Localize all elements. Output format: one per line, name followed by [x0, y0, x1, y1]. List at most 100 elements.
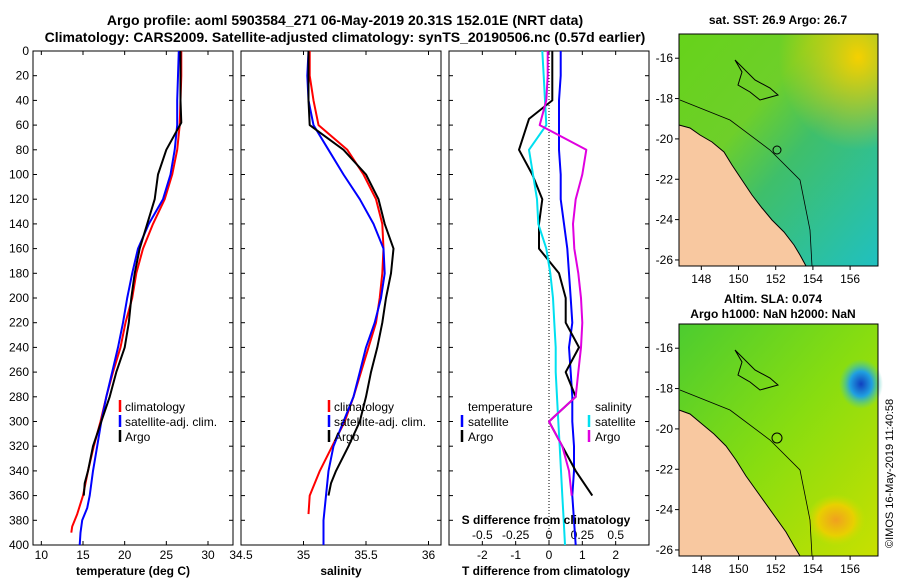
temperature-series [70, 50, 183, 546]
depth-tick-label: 140 [9, 217, 29, 231]
sla-reef-outline [734, 349, 780, 391]
map-lat-label: -16 [656, 341, 674, 355]
x-tick-label: 1 [579, 548, 586, 562]
salinity-xlabel: salinity [320, 564, 362, 578]
salinity-legend-satellite: satellite-adj. clim. [334, 415, 426, 429]
sst-argo-position [772, 145, 782, 155]
map-lon-label: 156 [840, 272, 860, 286]
depth-tick-label: 300 [9, 415, 29, 429]
x-tick-label: 25 [160, 548, 174, 562]
salinity-series [306, 50, 395, 545]
legend-s-argo: Argo [595, 430, 621, 444]
x-tick-label: -2 [477, 548, 488, 562]
legend-t-satellite: satellite [468, 415, 509, 429]
salinity-legend: climatology satellite-adj. clim. Argo [327, 400, 426, 444]
salinity-legend-climatology: climatology [334, 400, 394, 414]
sst-reef-outline [734, 59, 780, 101]
map-lon-label: 152 [766, 272, 786, 286]
x-tick-label: 36 [422, 548, 436, 562]
salinity-x-axis: 34.5 35 35.5 36 [229, 51, 435, 562]
map-lat-label: -18 [656, 382, 674, 396]
difference-legend: temperature satellite Argo salinity sate… [460, 400, 636, 444]
s-diff-tick-label: -0.5 [472, 528, 493, 542]
figure-title-line2: Climatology: CARS2009. Satellite-adjuste… [45, 29, 646, 45]
s-diff-tick-label: 0.5 [607, 528, 624, 542]
x-tick-label: 2 [612, 548, 619, 562]
temperature-legend: climatology satellite-adj. clim. Argo [118, 400, 217, 444]
sst-map-title: sat. SST: 26.9 Argo: 26.7 [709, 13, 848, 27]
temperature-legend-satellite: satellite-adj. clim. [125, 415, 217, 429]
series-line-satellite-adj-clim- [78, 50, 180, 546]
x-tick-label: 15 [76, 548, 90, 562]
map-lon-label: 148 [691, 562, 711, 576]
series-line-satellite-adj-clim- [306, 50, 386, 545]
depth-tick-label: 200 [9, 291, 29, 305]
series-line-s-satellite [528, 50, 566, 546]
map-lon-label: 156 [840, 562, 860, 576]
depth-tick-label: 380 [9, 513, 29, 527]
legend-salinity-title: salinity [595, 400, 632, 414]
s-diff-tick-label: 0.25 [571, 528, 595, 542]
sla-map-title-line1: Altim. SLA: 0.074 [724, 292, 822, 306]
depth-tick-label: 160 [9, 242, 29, 256]
temperature-x-axis: 10 15 20 25 30 [35, 51, 215, 562]
x-tick-label: 35 [297, 548, 311, 562]
sla-low-anomaly [839, 359, 883, 409]
x-tick-label: 0 [546, 548, 553, 562]
map-lat-label: -18 [656, 92, 674, 106]
map-lat-label: -24 [656, 503, 674, 517]
s-diff-tick-label: 0 [546, 528, 553, 542]
depth-tick-label: 20 [16, 69, 30, 83]
difference-series [518, 50, 594, 546]
depth-tick-label: 240 [9, 340, 29, 354]
sst-map [678, 33, 879, 267]
depth-tick-label: 100 [9, 168, 29, 182]
map-lon-label: 150 [728, 272, 748, 286]
depth-tick-label: 0 [22, 44, 29, 58]
map-lon-label: 148 [691, 272, 711, 286]
legend-t-argo: Argo [468, 430, 494, 444]
depth-axis: 0 20 40 60 80 100 120 140 160 180 200 220 240 260 280 3… [9, 44, 649, 552]
depth-tick-label: 80 [16, 143, 30, 157]
map-lat-label: -22 [656, 172, 674, 186]
s-difference-xlabel: S difference from climatology [462, 513, 631, 527]
salinity-panel-frame [240, 50, 442, 546]
depth-tick-label: 40 [16, 93, 30, 107]
legend-s-satellite: satellite [595, 415, 636, 429]
sst-land-australia [678, 124, 807, 267]
depth-tick-label: 280 [9, 390, 29, 404]
legend-temperature-title: temperature [468, 400, 533, 414]
depth-tick-label: 220 [9, 316, 29, 330]
map-lat-label: -22 [656, 462, 674, 476]
sla-land-australia [678, 409, 801, 557]
sst-bathymetry-contour [679, 99, 813, 267]
sla-map-title-line2: Argo h1000: NaN h2000: NaN [690, 307, 855, 321]
temperature-xlabel: temperature (deg C) [76, 564, 190, 578]
sla-argo-position [771, 432, 783, 444]
x-tick-label: 10 [35, 548, 49, 562]
map-lon-label: 152 [766, 562, 786, 576]
temperature-legend-climatology: climatology [125, 400, 185, 414]
sla-map-frame [678, 323, 879, 557]
sla-map [678, 323, 883, 557]
temperature-legend-argo: Argo [125, 430, 151, 444]
map-lat-label: -20 [656, 132, 674, 146]
map-lat-label: -16 [656, 51, 674, 65]
series-line-s-argo [538, 51, 588, 496]
depth-tick-label: 320 [9, 439, 29, 453]
x-tick-label: 30 [201, 548, 215, 562]
map-lat-label: -26 [656, 253, 674, 267]
depth-tick-label: 120 [9, 192, 29, 206]
sst-map-axes: 148 150 152 154 156 -16 -18 -20 -22 -24 -26 [656, 51, 861, 286]
x-tick-label: -1 [510, 548, 521, 562]
series-line-t-satellite [558, 51, 577, 546]
series-line-argo [82, 51, 183, 496]
salinity-legend-argo: Argo [334, 430, 360, 444]
figure-title-line1: Argo profile: aoml 5903584_271 06-May-20… [107, 12, 583, 28]
sla-high-anomaly [806, 494, 866, 546]
map-lat-label: -20 [656, 422, 674, 436]
sst-map-frame [678, 33, 879, 267]
map-lon-label: 154 [803, 562, 823, 576]
sla-map-axes: 148 150 152 154 156 -16 -18 -20 -22 -24 -26 [656, 341, 861, 576]
